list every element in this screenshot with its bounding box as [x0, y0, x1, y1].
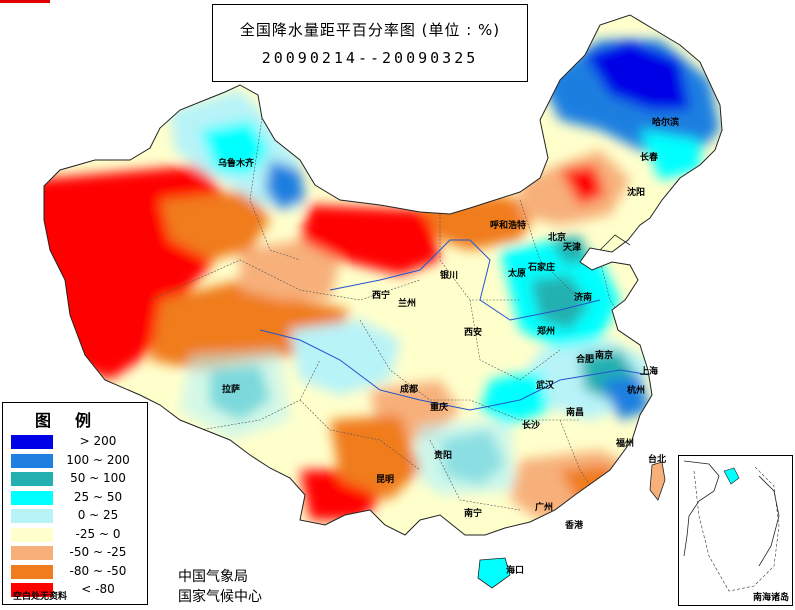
legend-row: 25 ~ 50 — [11, 489, 141, 506]
map-title-box: 全国降水量距平百分率图 (单位 : %) 20090214--20090325 — [212, 4, 528, 82]
legend-swatch — [11, 527, 53, 542]
city-label: 成都 — [400, 385, 419, 395]
city-label: 西安 — [464, 328, 483, 338]
city-label: 郑州 — [537, 327, 556, 337]
city-label: 南宁 — [464, 509, 483, 519]
city-label: 南昌 — [566, 408, 585, 418]
city-label: 天津 — [563, 243, 582, 253]
city-label: 乌鲁木齐 — [218, 159, 255, 169]
legend-range-label: -80 ~ -50 — [69, 563, 127, 578]
city-label: 南京 — [595, 351, 614, 361]
map-date-range: 20090214--20090325 — [261, 49, 479, 67]
agency-name-cma: 中国气象局 — [178, 569, 248, 585]
legend-row: 50 ~ 100 — [11, 470, 141, 487]
city-label: 上海 — [640, 367, 659, 377]
legend-no-data-note: 空白处无资料 — [13, 592, 68, 602]
city-label: 兰州 — [398, 299, 417, 309]
legend-range-label: 50 ~ 100 — [70, 471, 126, 485]
legend-swatch — [11, 509, 53, 523]
legend-range-label: 25 ~ 50 — [73, 489, 123, 504]
city-label: 太原 — [508, 269, 527, 279]
city-label: 海口 — [506, 566, 525, 576]
legend-row: -50 ~ -25 — [11, 544, 141, 561]
inset-label: 南海诸岛 — [752, 593, 789, 603]
map-title: 全国降水量距平百分率图 (单位 : %) — [239, 21, 501, 39]
corner-mark — [0, 0, 50, 3]
city-label: 福州 — [616, 439, 635, 449]
legend-swatch — [11, 546, 53, 560]
legend-swatch — [11, 490, 53, 505]
city-label: 沈阳 — [627, 188, 646, 198]
legend-range-label: 0 ~ 25 — [77, 508, 119, 522]
city-label: 合肥 — [576, 355, 595, 365]
city-label: 昆明 — [376, 475, 395, 485]
legend-range-label: -50 ~ -25 — [69, 545, 127, 559]
agency-name-ncc: 国家气候中心 — [178, 589, 262, 605]
city-label: 台北 — [648, 455, 667, 465]
legend-heading: 图例 — [34, 411, 115, 430]
legend-row: < -80 — [11, 581, 141, 598]
legend: 图例 > 200 100 ~ 200 50 ~ 100 25 ~ 50 0 ~ 25 -2… — [2, 402, 148, 605]
city-label: 杭州 — [627, 386, 646, 396]
city-label: 济南 — [574, 293, 593, 303]
city-label: 广州 — [535, 503, 554, 513]
city-label: 长沙 — [522, 421, 541, 431]
city-label: 石家庄 — [528, 263, 556, 273]
city-label: 贵阳 — [434, 451, 453, 461]
legend-row: 0 ~ 25 — [11, 507, 141, 524]
city-label: 武汉 — [536, 381, 555, 391]
legend-swatch — [11, 435, 53, 449]
legend-swatch — [11, 564, 53, 579]
legend-row: -25 ~ 0 — [11, 526, 141, 543]
city-label: 北京 — [548, 233, 567, 243]
city-label: 呼和浩特 — [490, 221, 527, 231]
legend-range-label: > 200 — [79, 434, 117, 448]
city-label: 银川 — [440, 271, 459, 281]
city-label: 重庆 — [430, 403, 449, 413]
city-label: 拉萨 — [222, 385, 241, 395]
legend-swatch — [11, 453, 53, 468]
city-label: 长春 — [640, 153, 659, 163]
south-china-sea-inset: 南海诸岛 — [678, 455, 793, 606]
legend-row: 100 ~ 200 — [11, 452, 141, 469]
city-label: 香港 — [565, 521, 584, 531]
legend-row: > 200 — [11, 433, 141, 450]
legend-range-label: < -80 — [81, 582, 115, 596]
inset-map — [683, 460, 780, 592]
legend-swatch — [11, 583, 53, 597]
city-label: 哈尔滨 — [652, 118, 680, 128]
legend-swatch — [11, 472, 53, 486]
legend-range-label: 100 ~ 200 — [66, 452, 130, 467]
legend-row: -80 ~ -50 — [11, 563, 141, 580]
city-label: 西宁 — [372, 291, 391, 301]
legend-range-label: -25 ~ 0 — [75, 526, 121, 541]
